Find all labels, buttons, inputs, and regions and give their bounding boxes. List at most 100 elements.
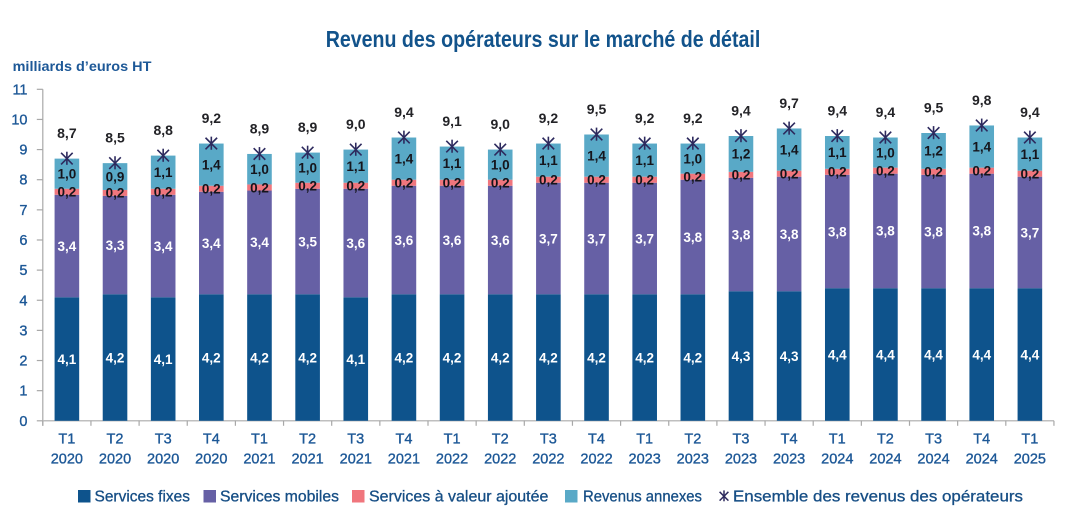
svg-text:2024: 2024 bbox=[966, 451, 998, 467]
svg-text:9,2: 9,2 bbox=[202, 110, 222, 126]
svg-text:T3: T3 bbox=[925, 431, 942, 447]
svg-text:Revenu des opérateurs sur le m: Revenu des opérateurs sur le marché de d… bbox=[326, 26, 761, 52]
svg-text:4,1: 4,1 bbox=[57, 352, 76, 367]
svg-text:9,4: 9,4 bbox=[828, 103, 848, 119]
svg-text:0,2: 0,2 bbox=[924, 165, 943, 180]
svg-text:4,4: 4,4 bbox=[924, 347, 943, 362]
svg-text:3,8: 3,8 bbox=[683, 230, 702, 245]
svg-text:9,2: 9,2 bbox=[683, 110, 703, 126]
svg-text:1,4: 1,4 bbox=[780, 142, 799, 157]
svg-text:8,8: 8,8 bbox=[153, 122, 173, 138]
svg-text:0,2: 0,2 bbox=[106, 186, 125, 201]
svg-text:T2: T2 bbox=[684, 431, 701, 447]
svg-text:1,0: 1,0 bbox=[57, 166, 76, 181]
svg-text:0,2: 0,2 bbox=[57, 185, 76, 200]
svg-text:1,0: 1,0 bbox=[876, 145, 895, 160]
svg-text:3,4: 3,4 bbox=[57, 239, 76, 254]
svg-text:1,1: 1,1 bbox=[346, 159, 365, 174]
svg-text:T2: T2 bbox=[492, 431, 509, 447]
svg-text:2023: 2023 bbox=[725, 451, 757, 467]
svg-text:0,2: 0,2 bbox=[539, 173, 558, 188]
svg-text:Services mobiles: Services mobiles bbox=[220, 489, 339, 506]
svg-text:8,9: 8,9 bbox=[250, 120, 270, 136]
svg-text:4,2: 4,2 bbox=[491, 350, 510, 365]
svg-text:milliards d’euros HT: milliards d’euros HT bbox=[13, 58, 152, 74]
svg-text:3,8: 3,8 bbox=[780, 227, 799, 242]
svg-text:1: 1 bbox=[19, 384, 27, 400]
svg-text:2023: 2023 bbox=[773, 451, 805, 467]
svg-text:0,2: 0,2 bbox=[250, 180, 269, 195]
svg-text:2023: 2023 bbox=[677, 451, 709, 467]
svg-text:1,0: 1,0 bbox=[491, 157, 510, 172]
svg-text:9,1: 9,1 bbox=[442, 113, 462, 129]
svg-text:T3: T3 bbox=[155, 431, 172, 447]
svg-text:2024: 2024 bbox=[869, 451, 901, 467]
svg-text:2022: 2022 bbox=[532, 451, 564, 467]
svg-text:4,2: 4,2 bbox=[539, 350, 558, 365]
svg-text:2024: 2024 bbox=[821, 451, 853, 467]
svg-text:8,9: 8,9 bbox=[298, 119, 318, 135]
svg-text:2021: 2021 bbox=[388, 451, 420, 467]
svg-text:T1: T1 bbox=[636, 431, 653, 447]
svg-text:0,2: 0,2 bbox=[683, 170, 702, 185]
svg-text:2: 2 bbox=[19, 354, 27, 370]
svg-text:6: 6 bbox=[19, 233, 27, 249]
svg-text:1,1: 1,1 bbox=[1020, 147, 1039, 162]
svg-text:9: 9 bbox=[19, 143, 27, 159]
svg-text:3,6: 3,6 bbox=[395, 233, 414, 248]
svg-text:0,2: 0,2 bbox=[876, 163, 895, 178]
svg-text:0,2: 0,2 bbox=[298, 179, 317, 194]
svg-text:1,4: 1,4 bbox=[395, 151, 414, 166]
svg-text:4,2: 4,2 bbox=[635, 350, 654, 365]
svg-text:3,7: 3,7 bbox=[635, 231, 654, 246]
svg-text:3,6: 3,6 bbox=[443, 233, 462, 248]
svg-text:3,8: 3,8 bbox=[972, 224, 991, 239]
svg-text:1,4: 1,4 bbox=[587, 148, 606, 163]
svg-text:T4: T4 bbox=[203, 431, 220, 447]
svg-text:0,2: 0,2 bbox=[780, 166, 799, 181]
svg-text:3,7: 3,7 bbox=[587, 231, 606, 246]
svg-text:2021: 2021 bbox=[291, 451, 323, 467]
svg-text:4,2: 4,2 bbox=[202, 350, 221, 365]
svg-text:4,4: 4,4 bbox=[1020, 347, 1039, 362]
svg-text:T3: T3 bbox=[733, 431, 750, 447]
svg-text:0,2: 0,2 bbox=[1020, 166, 1039, 181]
svg-text:T3: T3 bbox=[347, 431, 364, 447]
svg-text:0,2: 0,2 bbox=[154, 185, 173, 200]
svg-text:4,2: 4,2 bbox=[587, 350, 606, 365]
svg-text:0,2: 0,2 bbox=[635, 173, 654, 188]
svg-text:3,4: 3,4 bbox=[202, 236, 221, 251]
svg-text:9,7: 9,7 bbox=[779, 95, 799, 111]
svg-text:T1: T1 bbox=[829, 431, 846, 447]
svg-text:9,8: 9,8 bbox=[972, 92, 992, 108]
svg-text:3,4: 3,4 bbox=[250, 235, 269, 250]
svg-text:1,2: 1,2 bbox=[924, 144, 943, 159]
svg-text:0,2: 0,2 bbox=[443, 176, 462, 191]
svg-text:3,8: 3,8 bbox=[732, 227, 751, 242]
svg-text:T1: T1 bbox=[251, 431, 268, 447]
svg-text:2021: 2021 bbox=[340, 451, 372, 467]
svg-text:9,4: 9,4 bbox=[394, 104, 414, 120]
svg-text:2022: 2022 bbox=[436, 451, 468, 467]
svg-text:2023: 2023 bbox=[629, 451, 661, 467]
svg-text:0,2: 0,2 bbox=[587, 173, 606, 188]
svg-text:1,1: 1,1 bbox=[828, 145, 847, 160]
svg-text:Services fixes: Services fixes bbox=[95, 489, 191, 506]
svg-text:0,9: 0,9 bbox=[106, 169, 125, 184]
svg-text:3: 3 bbox=[19, 323, 27, 339]
svg-text:1,2: 1,2 bbox=[732, 147, 751, 162]
svg-text:0,2: 0,2 bbox=[202, 182, 221, 197]
svg-text:1,1: 1,1 bbox=[635, 153, 654, 168]
svg-text:2024: 2024 bbox=[917, 451, 949, 467]
svg-text:Revenus annexes: Revenus annexes bbox=[583, 489, 702, 506]
svg-text:9,0: 9,0 bbox=[346, 116, 366, 132]
svg-text:T1: T1 bbox=[1021, 431, 1038, 447]
svg-text:8: 8 bbox=[19, 173, 27, 189]
svg-text:1,0: 1,0 bbox=[250, 162, 269, 177]
svg-text:0,2: 0,2 bbox=[491, 176, 510, 191]
svg-text:3,5: 3,5 bbox=[298, 234, 317, 249]
svg-text:1,1: 1,1 bbox=[443, 156, 462, 171]
svg-text:T1: T1 bbox=[444, 431, 461, 447]
svg-text:4: 4 bbox=[19, 293, 27, 309]
svg-text:0,2: 0,2 bbox=[732, 168, 751, 183]
